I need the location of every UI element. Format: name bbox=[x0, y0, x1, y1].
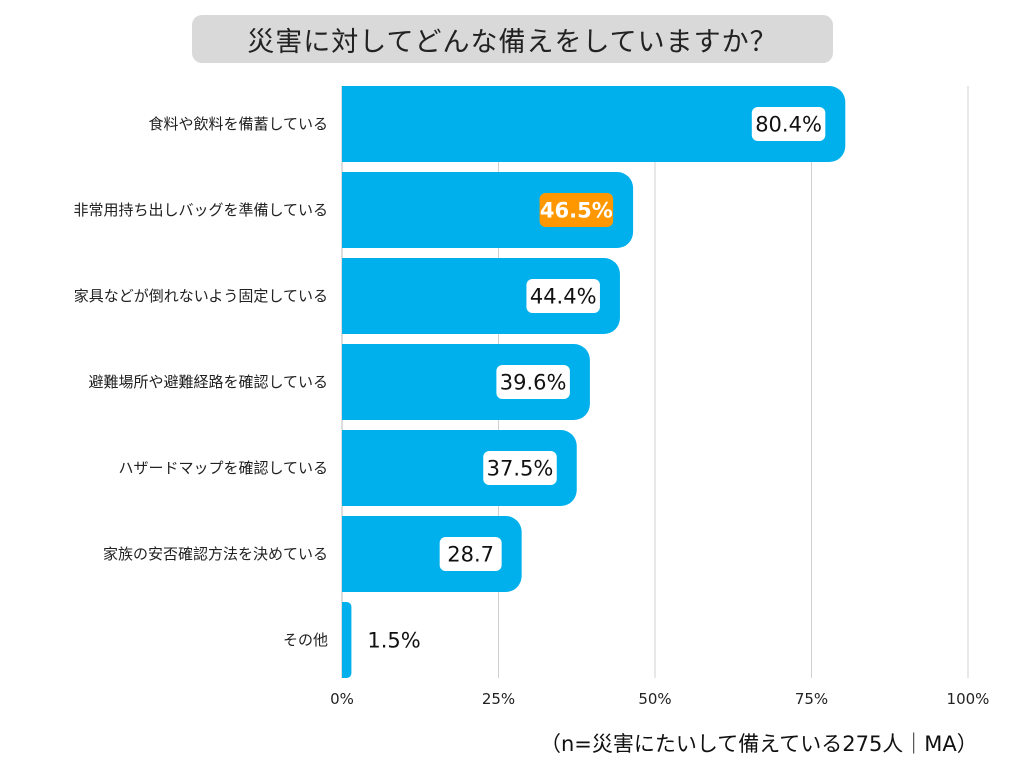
value-label: 80.4% bbox=[755, 113, 822, 137]
bar bbox=[342, 602, 352, 678]
value-label: 39.6% bbox=[500, 371, 567, 395]
bar bbox=[342, 344, 590, 420]
value-label: 1.5% bbox=[367, 629, 420, 653]
category-label: ハザードマップを確認している bbox=[118, 459, 328, 477]
category-label: その他 bbox=[283, 631, 328, 649]
value-label-box bbox=[751, 107, 826, 141]
value-label: 44.4% bbox=[530, 285, 597, 309]
value-label: 37.5% bbox=[487, 457, 554, 481]
value-label-box bbox=[526, 279, 600, 313]
x-tick-label: 50% bbox=[638, 690, 671, 708]
bar bbox=[342, 86, 846, 162]
bar bbox=[342, 430, 577, 506]
value-label-box bbox=[439, 537, 502, 571]
value-label-box bbox=[483, 451, 557, 485]
x-tick-label: 100% bbox=[947, 690, 990, 708]
x-tick-label: 0% bbox=[330, 690, 354, 708]
value-label: 46.5% bbox=[540, 199, 613, 223]
bar bbox=[342, 516, 522, 592]
footnote: （n=災害にたいして備えている275人｜MA） bbox=[540, 732, 978, 756]
chart-title: 災害に対してどんな備えをしていますか？ bbox=[192, 15, 833, 63]
x-tick-label: 25% bbox=[482, 690, 515, 708]
bar bbox=[342, 172, 634, 248]
category-label: 食料や飲料を備蓄している bbox=[148, 115, 328, 133]
value-label: 28.7 bbox=[447, 543, 494, 567]
category-label: 家族の安否確認方法を決めている bbox=[103, 545, 328, 563]
category-label: 非常用持ち出しバッグを準備している bbox=[73, 201, 328, 219]
category-label: 家具などが倒れないよう固定している bbox=[74, 287, 328, 305]
value-label-box bbox=[539, 193, 614, 227]
value-label-box bbox=[496, 365, 570, 399]
x-tick-label: 75% bbox=[795, 690, 828, 708]
category-label: 避難場所や避難経路を確認している bbox=[88, 373, 328, 391]
bar bbox=[342, 258, 620, 334]
